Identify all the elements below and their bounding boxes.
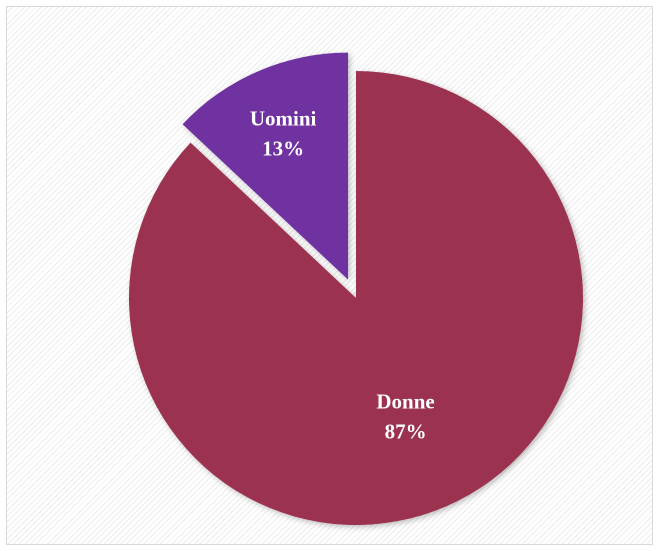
pie-slice-uomini bbox=[182, 52, 349, 280]
slice-percent-label: 13% bbox=[262, 137, 304, 161]
pie-slice-donne bbox=[128, 71, 583, 525]
slice-percent-label: 87% bbox=[385, 420, 427, 444]
slice-category-label: Uomini bbox=[250, 107, 317, 131]
slice-category-label: Donne bbox=[376, 390, 434, 414]
slice-label-uomini: Uomini 13% bbox=[250, 107, 317, 161]
slice-label-donne: Donne 87% bbox=[376, 390, 434, 444]
